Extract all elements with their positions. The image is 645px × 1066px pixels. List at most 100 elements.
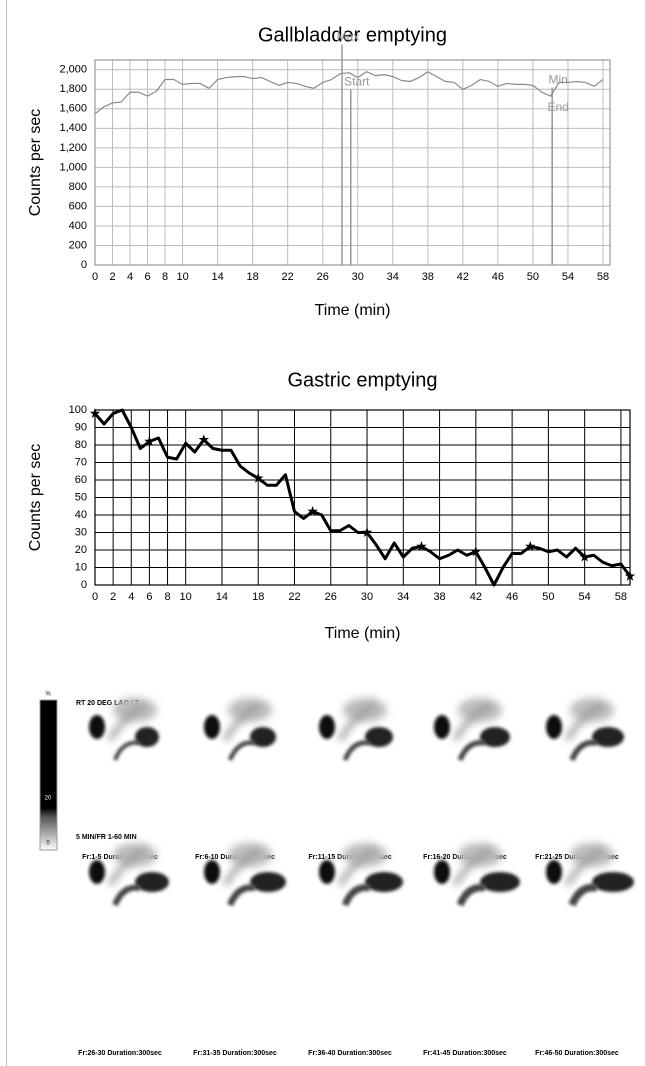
y-tick-label: 100 <box>69 404 87 416</box>
x-tick-label: 50 <box>527 271 539 283</box>
blob <box>113 740 141 761</box>
x-tick-label: 38 <box>433 591 445 603</box>
x-tick-label: 8 <box>162 271 168 283</box>
blob <box>227 740 256 761</box>
blob <box>564 847 604 887</box>
blob <box>342 740 371 761</box>
blob <box>89 860 105 884</box>
blob <box>434 715 450 739</box>
annotation: Min <box>549 73 568 87</box>
blob <box>204 860 220 884</box>
blob <box>250 727 276 747</box>
blob <box>107 702 147 742</box>
star-marker <box>307 506 318 516</box>
blob <box>568 883 598 907</box>
blob <box>480 872 520 892</box>
blob <box>546 715 562 739</box>
star-marker <box>624 570 636 581</box>
y-tick-label: 90 <box>75 421 87 433</box>
x-tick-label: 10 <box>176 271 188 283</box>
plot-frame <box>94 59 611 266</box>
x-tick-label: 34 <box>387 271 399 283</box>
scan-image: Fr:11-15 Duration:300sec <box>308 698 393 861</box>
y-tick-label: 20 <box>75 544 87 556</box>
x-tick-label: 14 <box>211 271 223 283</box>
y-tick-label: 30 <box>75 526 87 538</box>
x-tick-label: 58 <box>597 271 609 283</box>
image-header: RT 20 DEG LAO LT <box>76 700 140 707</box>
x-tick-label: 18 <box>252 591 264 603</box>
x-tick-label: 42 <box>457 271 469 283</box>
x-tick-label: 2 <box>110 591 116 603</box>
image-caption: Fr:41-45 Duration:300sec <box>423 1050 507 1057</box>
scale-label: 0 <box>46 841 50 847</box>
blob <box>319 715 335 739</box>
x-tick-label: 0 <box>92 591 98 603</box>
x-tick-label: 14 <box>216 591 228 603</box>
x-tick-label: 22 <box>288 591 300 603</box>
blob <box>135 872 169 892</box>
y-tick-label: 0 <box>81 579 87 591</box>
blob <box>365 727 393 747</box>
y-axis-label: Counts per sec <box>27 444 44 552</box>
blob <box>204 715 220 739</box>
x-tick-label: 8 <box>164 591 170 603</box>
x-axis-label: Time (min) <box>315 302 391 319</box>
x-tick-label: 30 <box>352 271 364 283</box>
blob <box>112 884 141 907</box>
blob <box>480 727 510 747</box>
star-marker <box>252 472 264 483</box>
blob <box>250 872 286 892</box>
y-tick-label: 1,400 <box>59 122 87 134</box>
scan-image: Fr:31-35 Duration:300sec <box>193 843 286 1057</box>
x-tick-label: 0 <box>92 271 98 283</box>
x-tick-label: 34 <box>397 591 409 603</box>
blob <box>107 847 147 887</box>
image-caption: Fr:31-35 Duration:300sec <box>193 1050 277 1057</box>
color-scale <box>39 699 58 851</box>
scan-image: Fr:46-50 Duration:300sec <box>535 843 634 1057</box>
blob <box>365 872 403 892</box>
blob <box>434 860 450 884</box>
star-marker <box>470 546 482 557</box>
x-tick-label: 10 <box>180 591 192 603</box>
star-marker <box>144 436 155 446</box>
blob <box>546 860 562 884</box>
star-marker <box>525 541 536 551</box>
scan-image: Fr:6-10 Duration:300sec <box>195 698 276 861</box>
annotation: Max <box>337 30 360 44</box>
blob <box>452 702 492 742</box>
blob <box>227 884 256 907</box>
x-tick-label: 18 <box>247 271 259 283</box>
blob <box>222 847 262 887</box>
x-tick-label: 4 <box>127 271 133 283</box>
y-tick-label: 50 <box>75 491 87 503</box>
y-tick-label: 70 <box>75 456 87 468</box>
y-tick-label: 80 <box>75 439 87 451</box>
x-tick-label: 46 <box>492 271 504 283</box>
x-tick-label: 38 <box>422 271 434 283</box>
x-tick-label: 50 <box>542 591 554 603</box>
x-tick-label: 26 <box>325 591 337 603</box>
star-marker <box>416 541 427 551</box>
blob <box>337 702 377 742</box>
y-tick-label: 1,000 <box>59 161 87 173</box>
blob <box>569 739 598 762</box>
plot-frame <box>94 409 631 586</box>
blob <box>452 847 492 887</box>
y-tick-label: 400 <box>69 220 87 232</box>
image-caption: Fr:36-40 Duration:300sec <box>308 1050 392 1057</box>
blob <box>222 702 262 742</box>
y-tick-label: 800 <box>69 181 87 193</box>
blob <box>457 740 486 762</box>
image-footer: 5 MIN/FR 1-60 MIN <box>76 834 137 841</box>
blob <box>592 727 624 747</box>
x-tick-label: 54 <box>579 591 591 603</box>
y-tick-label: 60 <box>75 474 87 486</box>
blob <box>337 847 377 887</box>
y-tick-label: 40 <box>75 509 87 521</box>
blob <box>592 872 634 892</box>
